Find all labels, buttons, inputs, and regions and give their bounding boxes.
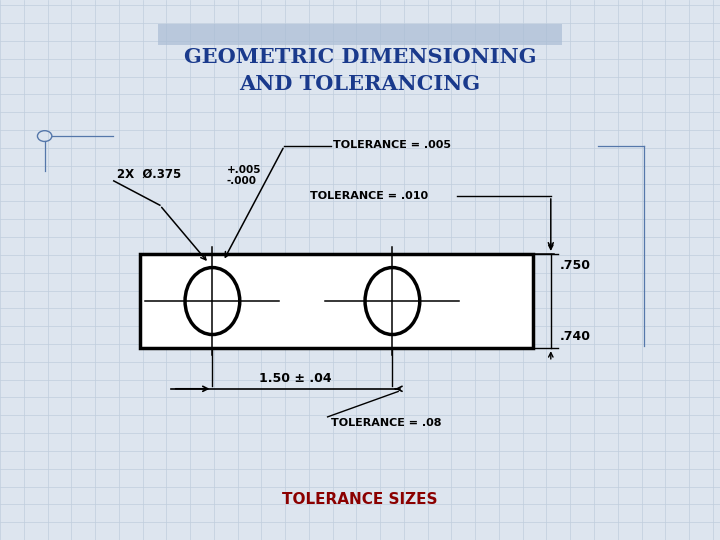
Text: 1.50 ± .04: 1.50 ± .04 bbox=[259, 372, 331, 384]
Text: TOLERANCE SIZES: TOLERANCE SIZES bbox=[282, 492, 438, 507]
Text: AND TOLERANCING: AND TOLERANCING bbox=[240, 73, 480, 94]
Bar bbox=[140, 254, 533, 348]
Text: 2X  Ø.375: 2X Ø.375 bbox=[117, 167, 181, 180]
Text: TOLERANCE = .08: TOLERANCE = .08 bbox=[331, 418, 441, 428]
Text: .750: .750 bbox=[559, 259, 590, 272]
Text: TOLERANCE = .005: TOLERANCE = .005 bbox=[333, 140, 451, 150]
Ellipse shape bbox=[365, 267, 420, 334]
FancyBboxPatch shape bbox=[158, 24, 562, 45]
Ellipse shape bbox=[185, 267, 240, 334]
Text: TOLERANCE = .010: TOLERANCE = .010 bbox=[310, 191, 428, 201]
Text: GEOMETRIC DIMENSIONING: GEOMETRIC DIMENSIONING bbox=[184, 46, 536, 67]
Text: -.000: -.000 bbox=[227, 176, 257, 186]
Text: +.005: +.005 bbox=[227, 165, 261, 175]
Text: .740: .740 bbox=[559, 330, 590, 343]
